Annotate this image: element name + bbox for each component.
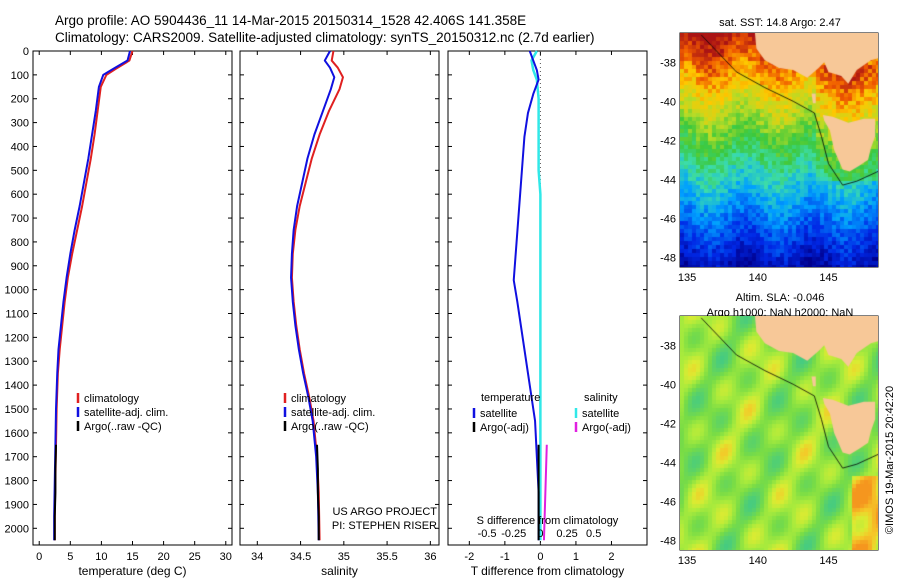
temperature-legend-label: Argo(..raw -QC)	[84, 421, 162, 433]
depth-tick-label: 1000	[5, 285, 29, 297]
sla_map-lon-label: 145	[819, 555, 837, 567]
sdiff-tick-label: 0.25	[556, 528, 577, 540]
sla_map-lat-label: -48	[660, 535, 676, 547]
diff-legend-label: satellite	[582, 408, 619, 420]
depth-tick-label: 1800	[5, 476, 29, 488]
salinity-satellite-line	[290, 50, 336, 541]
depth-tick-label: 1900	[5, 499, 29, 511]
sdiff-tick-label: 0	[537, 528, 543, 540]
sla_map-lat-label: -40	[660, 379, 676, 391]
sst-map-title: sat. SST: 14.8 Argo: 2.47	[719, 17, 841, 29]
project-annotation: US ARGO PROJECT	[332, 506, 437, 518]
depth-tick-label: 400	[11, 141, 29, 153]
depth-tick-label: 200	[11, 94, 29, 106]
depth-tick-label: 900	[11, 261, 29, 273]
sdiff-tick-label: -0.25	[501, 528, 526, 540]
temperature-xtick-label: 15	[126, 551, 138, 563]
depth-tick-label: 600	[11, 189, 29, 201]
depth-tick-label: 1600	[5, 428, 29, 440]
sla_map-lat-label: -46	[660, 496, 676, 508]
difference-xtick-label: 0	[537, 551, 543, 563]
sla_map-lon-label: 135	[678, 555, 696, 567]
difference-xtick-label: 1	[573, 551, 579, 563]
temperature-diff-satellite-line	[512, 50, 540, 541]
salinity-xtick-label: 36	[424, 551, 436, 563]
temperature-xtick-label: 30	[220, 551, 232, 563]
temperature-legend-label: satellite-adj. clim.	[84, 407, 168, 419]
salinity-xtick-label: 34.5	[290, 551, 311, 563]
depth-tick-label: 500	[11, 165, 29, 177]
salinity-diff-satellite-line	[530, 50, 542, 541]
sst-map-heatmap	[680, 33, 878, 267]
salinity-xtick-label: 34	[251, 551, 263, 563]
sdiff-tick-label: -0.5	[478, 528, 497, 540]
sla_map-lat-label: -44	[660, 457, 676, 469]
temperature-xlabel: temperature (deg C)	[78, 564, 186, 578]
temperature-axes-frame	[32, 50, 233, 546]
temperature-xtick-label: 10	[95, 551, 107, 563]
salinity-legend-label: satellite-adj. clim.	[291, 407, 375, 419]
salinity-diff-argo-line	[542, 444, 548, 541]
depth-tick-label: 1100	[5, 309, 29, 321]
temperature-xtick-label: 0	[36, 551, 42, 563]
depth-tick-label: 1700	[5, 452, 29, 464]
sla_map-lat-label: -38	[660, 340, 676, 352]
temperature-satellite-line	[53, 50, 131, 541]
depth-tick-label: 2000	[5, 523, 29, 535]
diff-legend-label: Argo(-adj)	[582, 422, 631, 434]
difference-xtick-label: 2	[608, 551, 614, 563]
sla-map-heatmap	[680, 316, 878, 550]
plot-title-line2: Climatology: CARS2009. Satellite-adjuste…	[55, 30, 595, 45]
diff-legend-label: satellite	[480, 408, 517, 420]
salinity-xlabel: salinity	[321, 564, 358, 578]
salinity-argo-line	[316, 444, 320, 541]
plot-title-line1: Argo profile: AO 5904436_11 14-Mar-2015 …	[55, 13, 527, 28]
difference-xlabel: T difference from climatology	[471, 564, 625, 578]
depth-tick-label: 700	[11, 213, 29, 225]
pi-annotation: PI: STEPHEN RISER	[332, 520, 437, 532]
imos-credit-label: ©IMOS 19-Mar-2015 20:42:20	[884, 386, 896, 534]
difference-xtick-label: -2	[464, 551, 474, 563]
depth-tick-label: 1400	[5, 380, 29, 392]
depth-tick-label: 0	[23, 46, 29, 58]
depth-tick-label: 1300	[5, 356, 29, 368]
sdiff-tick-label: 0.5	[586, 528, 601, 540]
salinity-axes-frame	[239, 50, 440, 546]
sla-map-title: Altim. SLA: -0.046	[736, 292, 825, 304]
salinity-xtick-label: 35	[338, 551, 350, 563]
sst_map-lat-label: -48	[660, 252, 676, 264]
depth-tick-label: 300	[11, 118, 29, 130]
temperature-xtick-label: 20	[157, 551, 169, 563]
sst_map-lat-label: -46	[660, 213, 676, 225]
sst_map-lat-label: -44	[660, 174, 676, 186]
depth-tick-label: 800	[11, 237, 29, 249]
sst_map-lat-label: -40	[660, 96, 676, 108]
difference-axes-frame	[447, 50, 648, 546]
diff-legend-label: Argo(-adj)	[480, 422, 529, 434]
difference-xtick-label: -1	[500, 551, 510, 563]
depth-tick-label: 100	[11, 70, 29, 82]
salinity-legend-label: climatology	[291, 393, 347, 405]
temperature-legend-label: climatology	[84, 393, 140, 405]
diff-legend-header-temperature: temperature	[481, 392, 540, 404]
depth-tick-label: 1200	[5, 332, 29, 344]
sla_map-lon-label: 140	[749, 555, 767, 567]
diff-legend-header-salinity: salinity	[584, 392, 618, 404]
sst_map-lon-label: 145	[819, 272, 837, 284]
temperature-argo-line	[53, 444, 58, 541]
salinity-xtick-label: 35.5	[376, 551, 397, 563]
sst_map-lat-label: -42	[660, 135, 676, 147]
salinity-legend-label: Argo(..raw -QC)	[291, 421, 369, 433]
depth-tick-label: 1500	[5, 404, 29, 416]
temperature-xtick-label: 25	[189, 551, 201, 563]
sst_map-lat-label: -38	[660, 57, 676, 69]
sst_map-lon-label: 140	[749, 272, 767, 284]
sdiff-xlabel: S difference from climatology	[477, 515, 619, 527]
sst_map-lon-label: 135	[678, 272, 696, 284]
sla_map-lat-label: -42	[660, 418, 676, 430]
temperature-xtick-label: 5	[67, 551, 73, 563]
